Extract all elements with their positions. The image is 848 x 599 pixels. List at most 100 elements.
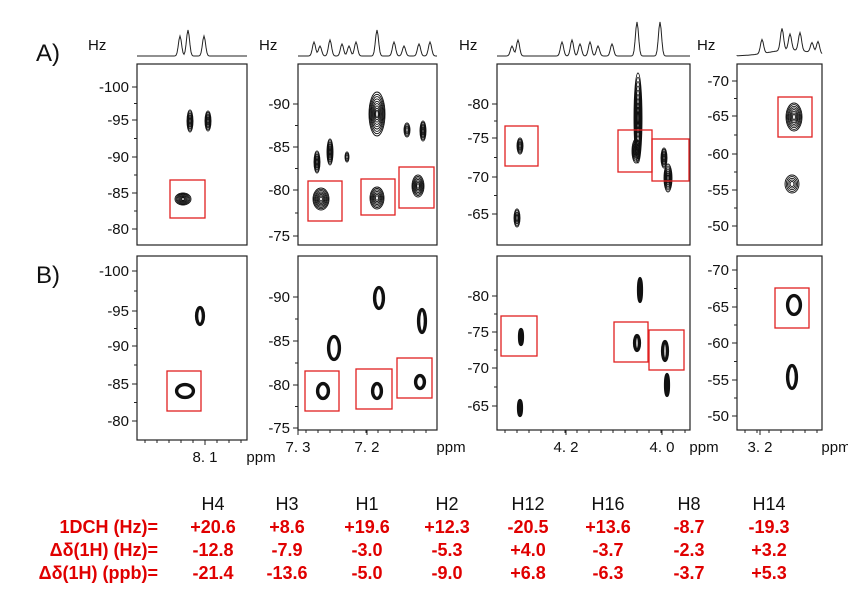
contour-peak-a-18 (666, 172, 670, 184)
panel-frame-A1 (136, 63, 248, 246)
contour-peak-b-4 (315, 381, 331, 401)
table-cell: +5.3 (751, 563, 787, 583)
row-label-1: 1DCH (Hz)= (59, 517, 158, 537)
contour-peak-a-2 (206, 116, 210, 126)
contour-peak-a-20 (784, 174, 800, 194)
table-cell: -21.4 (192, 563, 234, 583)
y-tick-label: -100 (99, 263, 129, 280)
contour-peak-a-16 (633, 144, 639, 158)
y-tick-label: -70 (707, 73, 729, 90)
contour-peak-a-2 (204, 110, 212, 132)
y-tick-label: -90 (107, 149, 129, 166)
contour-peak-a-9 (374, 193, 380, 203)
contour-peak-a-4 (315, 157, 319, 167)
highlight-box-15 (648, 329, 685, 371)
hz-label-1: Hz (88, 37, 106, 54)
contour-peak-a-20 (787, 177, 797, 191)
contour-peak-a-20 (785, 176, 799, 192)
contour-peak-a-9 (373, 192, 381, 204)
y-tick-label: -65 (707, 108, 729, 125)
contour-peak-a-9 (369, 186, 385, 210)
contour-peak-a-16 (632, 140, 640, 162)
y-tick-label: -55 (707, 182, 729, 199)
x-tick-label: 7. 2 (354, 439, 379, 456)
contour-peak-a-7 (345, 152, 349, 162)
table-cell: -3.7 (592, 540, 624, 560)
ppm-label: ppm (689, 439, 718, 456)
panel-frame-B2 (297, 255, 438, 431)
y-tick-label: -80 (268, 182, 290, 199)
spectrum-1d-3 (497, 21, 690, 57)
contour-peak-a-10 (404, 125, 410, 135)
contour-peak-a-12 (415, 181, 421, 191)
ppm-label: ppm (246, 449, 275, 466)
contour-peak-b-9 (519, 329, 523, 345)
highlight-box-11 (355, 368, 393, 410)
contour-peak-b-9 (517, 327, 525, 347)
contour-peak-a-17 (660, 147, 668, 169)
contour-peak-a-8 (371, 100, 383, 128)
contour-peak-b-1 (194, 305, 206, 327)
contour-peak-a-14 (514, 210, 520, 226)
coupling-table: H4 H3 H1 H2 H12 H16 H8 H14 1DCH (Hz)= +20.6 +8.6 +1… (0, 488, 848, 599)
highlight-box-13 (500, 315, 538, 357)
contour-peak-b-5 (372, 383, 382, 399)
contour-peak-b-15 (785, 293, 803, 317)
y-tick-label: -80 (107, 413, 129, 430)
ppm-label: ppm (436, 439, 465, 456)
contour-peak-a-7 (345, 154, 349, 160)
contour-peak-b-1 (196, 307, 204, 325)
y-tick-label: -75 (467, 130, 489, 147)
contour-peak-a-8 (373, 105, 381, 123)
contour-peak-a-10 (405, 127, 409, 133)
contour-peak-b-11 (638, 278, 642, 302)
contour-peak-a-13 (517, 139, 523, 153)
table-cell: +13.6 (585, 517, 631, 537)
table-cell: -3.0 (351, 540, 383, 560)
x-tick-label: 4. 2 (553, 439, 578, 456)
column-header-h4: H4 (201, 494, 225, 514)
contour-peak-b-14 (663, 372, 671, 398)
highlight-box-7 (651, 138, 690, 182)
contour-peak-b-7 (416, 307, 428, 335)
contour-peak-b-11 (636, 276, 644, 304)
y-tick-label: -80 (107, 221, 129, 238)
panel-frame-A2 (297, 63, 438, 246)
highlight-box-9 (166, 370, 202, 412)
contour-peak-a-5 (328, 148, 332, 156)
table-cell: +20.6 (190, 517, 236, 537)
contour-peak-a-18 (664, 165, 672, 191)
column-header-h3: H3 (275, 494, 299, 514)
contour-peak-a-8 (371, 98, 383, 130)
y-tick-label: -70 (467, 169, 489, 186)
contour-peak-a-2 (206, 118, 210, 124)
y-tick-label: -60 (707, 335, 729, 352)
table-cell: +8.6 (269, 517, 305, 537)
contour-peak-a-3 (179, 196, 187, 202)
y-tick-label: -85 (268, 333, 290, 350)
y-tick-label: -90 (107, 338, 129, 355)
contour-peak-b-8 (413, 373, 427, 391)
column-header-h12: H12 (511, 494, 545, 514)
contour-peak-a-11 (421, 126, 425, 136)
y-tick-label: -95 (107, 112, 129, 129)
table-cell: -13.6 (266, 563, 308, 583)
y-tick-label: -65 (467, 398, 489, 415)
contour-peak-a-17 (661, 150, 667, 166)
y-tick-label: -70 (707, 262, 729, 279)
contour-peak-a-3 (177, 194, 189, 204)
contour-peak-a-16 (631, 138, 641, 164)
contour-peak-a-3 (176, 194, 190, 204)
x-tick-label: 7. 3 (285, 439, 310, 456)
table-cell: -9.0 (431, 563, 463, 583)
contour-peak-a-4 (313, 150, 321, 174)
contour-peak-b-16 (787, 365, 797, 389)
contour-peak-a-16 (632, 142, 640, 160)
contour-peak-a-18 (666, 174, 670, 182)
y-tick-label: -75 (268, 228, 290, 245)
panel-frame-A3 (496, 63, 691, 246)
contour-peak-a-17 (662, 153, 666, 163)
highlight-box-16 (774, 287, 810, 329)
y-tick-label: -75 (268, 420, 290, 437)
contour-peak-b-13 (660, 339, 670, 363)
